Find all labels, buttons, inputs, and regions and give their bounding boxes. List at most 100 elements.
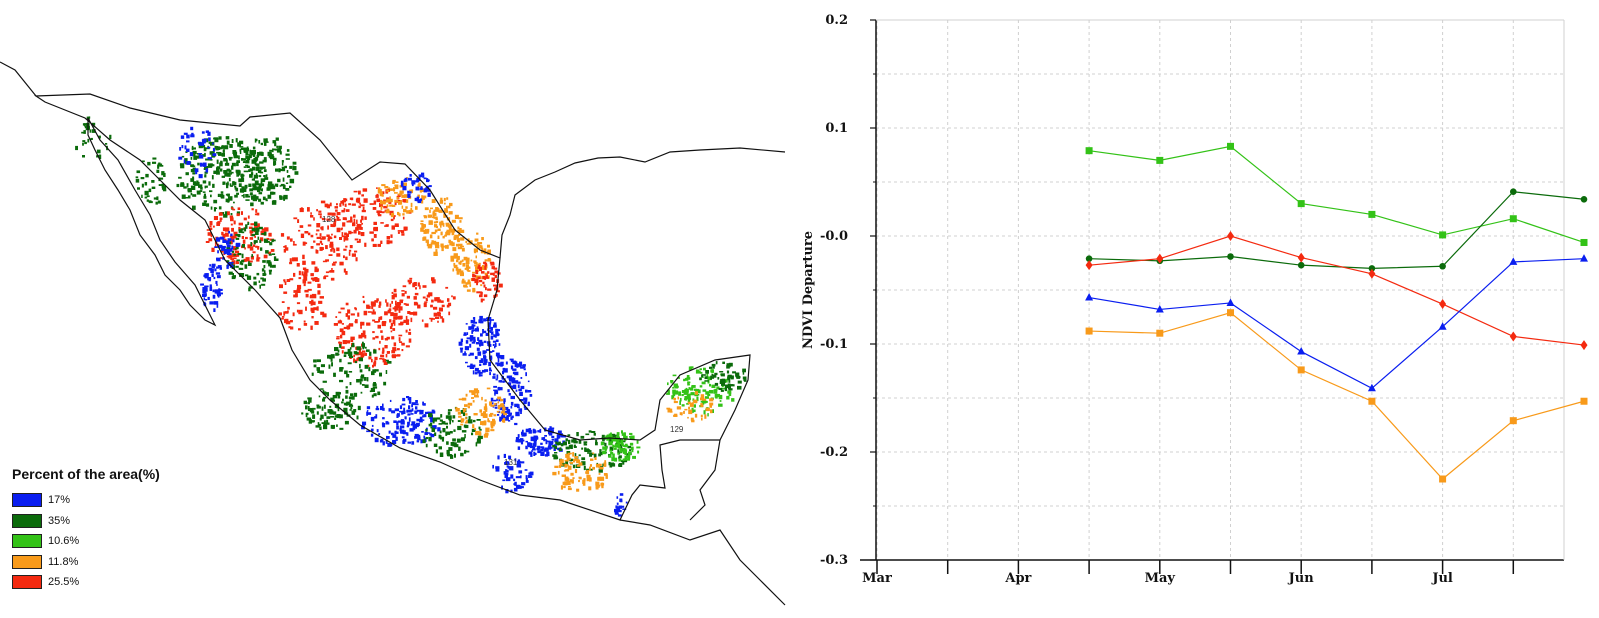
- map-anomaly-pixel: [385, 359, 389, 362]
- map-anomaly-pixel: [687, 401, 691, 405]
- map-anomaly-pixel: [520, 385, 525, 390]
- map-anomaly-pixel: [241, 244, 245, 248]
- map-anomaly-pixel: [457, 412, 461, 415]
- map-anomaly-pixel: [271, 239, 274, 243]
- map-anomaly-pixel: [556, 442, 559, 446]
- data-point-triangle: [1580, 254, 1588, 262]
- map-anomaly-pixel: [333, 261, 336, 264]
- map-anomaly-pixel: [589, 477, 592, 482]
- map-anomaly-pixel: [366, 430, 370, 433]
- map-anomaly-pixel: [339, 203, 342, 207]
- map-anomaly-pixel: [330, 354, 335, 359]
- map-anomaly-pixel: [230, 223, 233, 226]
- map-anomaly-pixel: [459, 229, 465, 233]
- map-anomaly-pixel: [264, 140, 267, 143]
- map-anomaly-pixel: [274, 258, 279, 261]
- map-anomaly-pixel: [520, 377, 523, 379]
- map-anomaly-pixel: [353, 229, 357, 234]
- map-anomaly-pixel: [683, 410, 685, 414]
- map-anomaly-pixel: [362, 188, 368, 192]
- map-anomaly-pixel: [493, 414, 497, 417]
- map-anomaly-pixel: [208, 181, 211, 186]
- map-anomaly-pixel: [397, 304, 401, 307]
- map-anomaly-pixel: [370, 416, 375, 422]
- map-anomaly-pixel: [447, 298, 450, 302]
- map-anomaly-pixel: [686, 397, 691, 400]
- map-anomaly-pixel: [390, 312, 394, 317]
- map-anomaly-pixel: [181, 145, 184, 149]
- map-anomaly-pixel: [362, 206, 365, 211]
- map-anomaly-pixel: [336, 247, 340, 252]
- map-anomaly-pixel: [339, 367, 343, 372]
- map-anomaly-pixel: [591, 437, 595, 440]
- map-anomaly-pixel: [458, 243, 463, 247]
- map-anomaly-pixel: [213, 301, 219, 305]
- map-anomaly-pixel: [92, 122, 96, 126]
- map-anomaly-pixel: [246, 146, 249, 151]
- map-anomaly-pixel: [482, 350, 486, 355]
- map-anomaly-pixel: [422, 439, 426, 444]
- map-anomaly-pixel: [334, 417, 337, 420]
- map-anomaly-pixel: [397, 230, 403, 232]
- map-anomaly-pixel: [728, 392, 732, 396]
- map-anomaly-pixel: [151, 180, 155, 183]
- map-anomaly-pixel: [709, 403, 712, 408]
- map-anomaly-pixel: [483, 261, 486, 265]
- map-anomaly-pixel: [494, 342, 497, 347]
- map-anomaly-pixel: [543, 439, 547, 441]
- map-anomaly-pixel: [461, 397, 467, 401]
- map-anomaly-pixel: [359, 238, 361, 243]
- map-anomaly-pixel: [342, 340, 347, 345]
- map-anomaly-pixel: [272, 157, 277, 161]
- map-anomaly-pixel: [303, 323, 308, 326]
- map-anomaly-pixel: [381, 422, 384, 426]
- map-anomaly-pixel: [533, 435, 538, 440]
- map-anomaly-pixel: [619, 498, 623, 502]
- map-anomaly-pixel: [272, 239, 276, 242]
- map-anomaly-pixel: [476, 392, 479, 397]
- map-anomaly-pixel: [356, 240, 360, 243]
- map-anomaly-pixel: [371, 311, 376, 315]
- map-anomaly-pixel: [255, 180, 259, 185]
- map-anomaly-pixel: [448, 311, 451, 316]
- map-anomaly-pixel: [393, 420, 397, 423]
- map-anomaly-pixel: [293, 257, 298, 262]
- map-anomaly-pixel: [207, 131, 211, 136]
- map-anomaly-pixel: [318, 395, 321, 398]
- map-anomaly-pixel: [465, 264, 469, 269]
- map-anomaly-pixel: [221, 245, 226, 249]
- map-anomaly-pixel: [472, 400, 475, 403]
- map-anomaly-pixel: [314, 321, 319, 325]
- legend-item-blue: 17%: [12, 490, 160, 511]
- map-anomaly-pixel: [465, 413, 468, 416]
- map-anomaly-pixel: [268, 269, 272, 272]
- data-point-square: [1156, 329, 1164, 337]
- map-anomaly-pixel: [457, 256, 460, 260]
- map-anomaly-pixel: [366, 377, 369, 382]
- map-anomaly-pixel: [467, 406, 470, 409]
- map-anomaly-pixel: [493, 284, 497, 287]
- map-anomaly-pixel: [398, 193, 403, 196]
- map-anomaly-pixel: [725, 385, 728, 388]
- map-anomaly-pixel: [225, 136, 230, 140]
- map-anomaly-pixel: [254, 235, 256, 238]
- map-anomaly-pixel: [378, 433, 381, 435]
- map-anomaly-pixel: [304, 231, 309, 234]
- map-anomaly-pixel: [236, 175, 239, 177]
- map-anomaly-pixel: [435, 207, 439, 211]
- map-anomaly-pixel: [424, 301, 428, 303]
- map-anomaly-pixel: [311, 299, 314, 304]
- map-anomaly-pixel: [540, 448, 543, 452]
- map-anomaly-pixel: [271, 253, 276, 255]
- map-anomaly-pixel: [548, 444, 552, 449]
- map-anomaly-pixel: [439, 430, 442, 434]
- map-anomaly-pixel: [300, 207, 303, 211]
- map-anomaly-pixel: [732, 371, 736, 374]
- map-anomaly-pixel: [483, 248, 487, 252]
- map-anomaly-pixel: [566, 457, 571, 461]
- map-anomaly-pixel: [451, 295, 453, 298]
- map-anomaly-pixel: [515, 411, 520, 417]
- series-line: [1089, 191, 1585, 270]
- region-label-129: 129: [670, 425, 684, 434]
- map-anomaly-pixel: [514, 403, 519, 408]
